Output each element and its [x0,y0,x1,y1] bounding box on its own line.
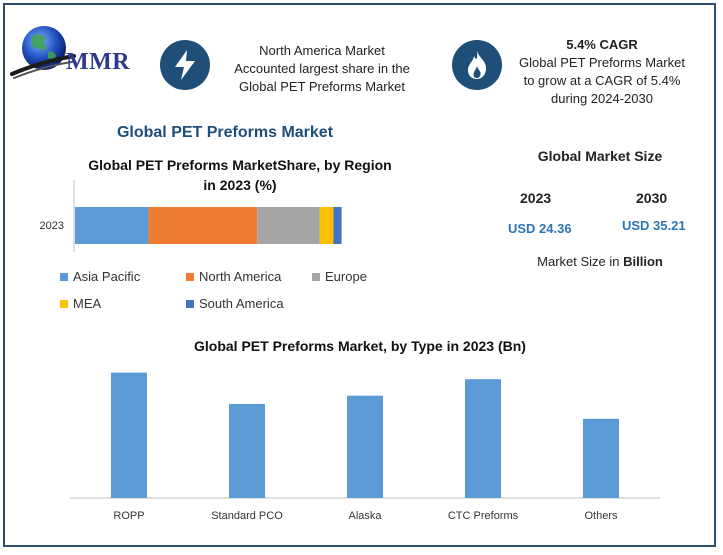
market-size-unit: Market Size in Billion [537,254,663,269]
year-2030-label: 2030 [636,190,668,206]
legend-swatch [60,299,68,308]
type-chart-title: Global PET Preforms Market, by Type in 2… [194,338,526,354]
legend-south-america: South America [186,296,284,311]
flame-icon [468,51,487,79]
cagr-heading: 5.4% CAGR [566,37,638,52]
legend-swatch [312,272,320,281]
type-bar-standard-pco [229,403,265,498]
type-bar-ctc-preforms [465,379,501,498]
type-bar-others [583,418,619,498]
region-bar-south-america [333,207,342,244]
mmr-logo [10,26,76,79]
type-category-label: Others [584,510,618,522]
logo-text: MMR [66,49,131,75]
largest-share-text: North America Market Accounted largest s… [234,43,410,94]
region-category-label: 2023 [40,220,64,232]
type-bar-ropp [111,372,147,498]
main-title: Global PET Preforms Market [116,124,334,141]
legend-swatch [186,299,194,308]
type-category-label: ROPP [113,510,144,522]
type-category-label: CTC Preforms [448,510,519,522]
type-category-label: Alaska [348,510,382,522]
type-bar-alaska [347,395,383,498]
region-bar-north-america [148,207,258,244]
infographic-frame [3,3,716,547]
region-bar-europe [257,207,320,244]
value-2023: USD 24.36 [508,221,572,236]
market-size-title: Global Market Size [537,148,663,164]
legend-europe: Europe [312,269,367,284]
value-2030: USD 35.21 [622,218,686,233]
region-bar-asia-pacific [75,207,149,244]
type-category-label: Standard PCO [211,510,283,522]
flame-badge [452,40,502,90]
legend-swatch [186,272,194,281]
legend-asia-pacific: Asia Pacific [60,269,140,284]
lightning-badge [160,40,210,90]
lightning-icon [175,50,195,80]
region-bar-mea [319,207,334,244]
legend-north-america: North America [186,269,281,284]
year-2023-label: 2023 [520,190,552,206]
region-chart-title: Global PET Preforms MarketShare, by Regi… [88,157,392,193]
legend-swatch [60,272,68,281]
cagr-text: 5.4% CAGR Global PET Preforms Market to … [512,36,692,108]
legend-mea: MEA [60,296,101,311]
